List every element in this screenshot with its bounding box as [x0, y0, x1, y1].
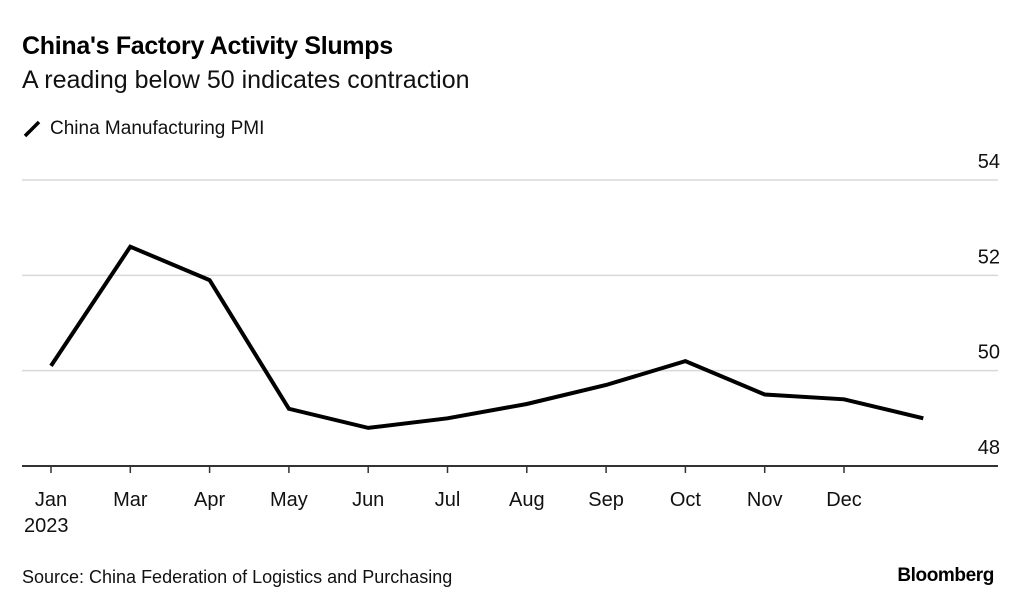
x-tick-label: Nov — [747, 489, 783, 511]
x-tick-label: Jun — [352, 489, 384, 511]
series-line-pmi — [49, 244, 924, 430]
x-tick-label: Jul — [435, 489, 461, 511]
y-tick-label: 50 — [978, 342, 1000, 364]
x-tick-label: Dec — [826, 489, 862, 511]
x-tick-label: Jan — [35, 489, 67, 511]
y-tick-label: 54 — [978, 151, 1000, 173]
x-tick-label: Mar — [113, 489, 148, 511]
x-tick-label: Aug — [509, 489, 545, 511]
x-tick-label: May — [270, 489, 308, 511]
legend-label: China Manufacturing PMI — [50, 118, 265, 139]
y-tick-label: 52 — [978, 246, 1000, 268]
line-swatch-icon — [22, 119, 42, 139]
x-tick-year-label: 2023 — [24, 515, 69, 537]
x-tick-label: Oct — [670, 489, 702, 511]
source-note: Source: China Federation of Logistics an… — [22, 567, 453, 587]
y-tick-label: 48 — [978, 437, 1000, 459]
legend: China Manufacturing PMI — [22, 118, 264, 140]
chart-title: China's Factory Activity Slumps — [22, 32, 393, 60]
x-tick-label: Apr — [194, 489, 225, 511]
x-tick-label: Sep — [588, 489, 624, 511]
chart-subtitle: A reading below 50 indicates contraction — [22, 66, 470, 94]
brand-logo: Bloomberg — [897, 565, 994, 586]
